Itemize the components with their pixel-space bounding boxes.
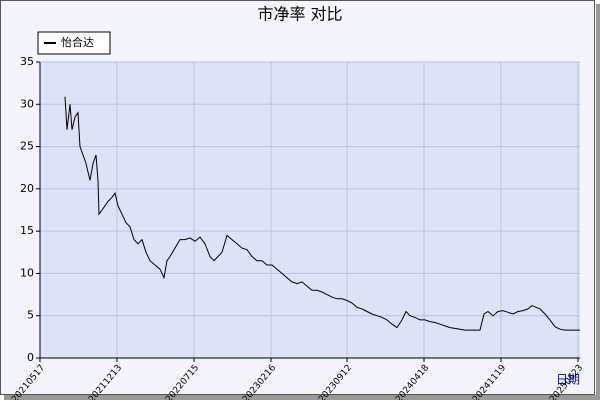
y-tick-label: 35 xyxy=(20,55,34,68)
legend-label: 怡合达 xyxy=(61,35,94,49)
y-tick-label: 30 xyxy=(20,97,34,110)
legend-box xyxy=(37,31,111,55)
y-tick-label: 5 xyxy=(27,309,34,322)
y-tick-label: 25 xyxy=(20,140,34,153)
x-axis-label: 日期 xyxy=(556,373,580,387)
chart-title: 市净率 对比 xyxy=(257,5,342,24)
y-tick-label: 20 xyxy=(20,182,34,195)
plot-area xyxy=(40,62,580,358)
line-series xyxy=(64,96,580,331)
y-tick-label: 10 xyxy=(20,266,34,279)
shadow xyxy=(4,395,600,400)
y-tick-label: 0 xyxy=(27,351,34,364)
legend: 怡合达 xyxy=(37,31,111,55)
shadow xyxy=(596,4,600,400)
y-tick-label: 15 xyxy=(20,224,34,237)
